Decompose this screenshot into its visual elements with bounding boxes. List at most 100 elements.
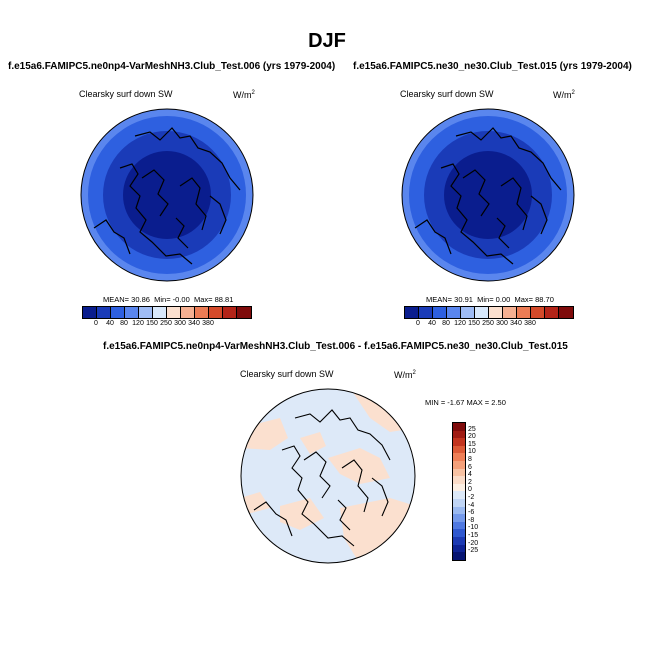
panel-3-colorbar-swatch [453, 514, 465, 522]
panel-1-stats: MEAN= 30.86 Min= -0.00 Max= 88.81 [103, 295, 234, 304]
panel-2-colorbar-swatch [545, 307, 559, 318]
panel-2-colorbar-swatch [433, 307, 447, 318]
panel-1-title: f.e15a6.FAMIPC5.ne0np4-VarMeshNH3.Club_T… [8, 61, 336, 72]
panel-1-colorbar-swatch [237, 307, 251, 318]
panel-1-colorbar: 0 40 80 120 150 250 300 340 380 [82, 306, 252, 329]
panel-3-colorbar-swatch [453, 445, 465, 454]
panel-1-colorbar-swatch [83, 307, 97, 318]
panel-1-colorbar-swatch [111, 307, 125, 318]
panel-1-polar-map [80, 108, 254, 282]
panel-1-mean-value: 30.86 [131, 295, 150, 304]
panel-1-colorbar-swatch [195, 307, 209, 318]
panel-3-colorbar-swatch [453, 536, 465, 545]
panel-3-polar-map [240, 388, 416, 564]
panel-3-colorbar-tick-label: -25 [468, 547, 479, 555]
panel-2-colorbar-swatch [503, 307, 517, 318]
panel-3-colorbar-tick-label: 15 [468, 440, 476, 448]
panel-2-colorbar-tick-label: 300 [496, 320, 508, 327]
panel-3-colorbar-swatch [453, 552, 465, 560]
panel-1-colorbar-swatch [209, 307, 223, 318]
panel-2-colorbar-swatch [531, 307, 545, 318]
panel-3-colorbar-swatch [453, 460, 465, 469]
panel-3-colorbar-tick-label: 25 [468, 425, 476, 433]
panel-1-colorbar-tick-label: 340 [188, 320, 200, 327]
panel-3-colorbar-swatch [453, 506, 465, 515]
panel-1-colorbar-swatch [125, 307, 139, 318]
panel-3-variable-label: Clearsky surf down SW [240, 369, 334, 379]
panel-1-colorbar-tick-label: 150 [146, 320, 158, 327]
panel-3-colorbar-swatch [453, 498, 465, 507]
panel-2-colorbar-swatch [447, 307, 461, 318]
panel-1-colorbar-tick-label: 380 [202, 320, 214, 327]
panel-3-colorbar-tick-label: -6 [468, 509, 475, 517]
panel-2-colorbar-swatch [461, 307, 475, 318]
panel-2-colorbar-tick-label: 250 [482, 320, 494, 327]
panel-1-colorbar-swatch [167, 307, 181, 318]
panel-2-colorbar-swatch [475, 307, 489, 318]
panel-3-colorbar-swatch [453, 468, 465, 477]
panel-2-colorbar-swatch [489, 307, 503, 318]
panel-2-colorbar-tick-label: 0 [416, 320, 420, 327]
panel-1-colorbar-tick-label: 300 [174, 320, 186, 327]
panel-3-colorbar-tick-label: 4 [468, 471, 472, 479]
panel-1-colorbar-tick-label: 250 [160, 320, 172, 327]
panel-3-colorbar-swatch [453, 544, 465, 553]
panel-3-colorbar-swatch [453, 529, 465, 537]
panel-3-colorbar-swatch [453, 491, 465, 499]
figure-title: DJF [308, 30, 346, 52]
panel-1-variable-label: Clearsky surf down SW [79, 89, 173, 99]
panel-2-variable-label: Clearsky surf down SW [400, 89, 494, 99]
panel-1-max-value: 88.81 [214, 295, 234, 304]
panel-3-colorbar-tick-label: 8 [468, 456, 472, 463]
panel-3-map-border [240, 388, 416, 564]
panel-3-colorbar-tick-label: 6 [468, 463, 472, 471]
panel-3-colorbar-tick-label: -10 [468, 524, 479, 532]
panel-2-units: W/m2 [553, 90, 575, 100]
panel-2-coastlines [414, 127, 562, 265]
panel-2-map-border [401, 108, 575, 282]
panel-2-colorbar-swatch [419, 307, 433, 318]
panel-2-mean-value: 30.91 [454, 295, 473, 304]
panel-2-max-value: 88.70 [535, 295, 554, 304]
panel-3-stats: MIN = -1.67 MAX = 2.50 [425, 398, 506, 407]
panel-3-colorbar-tick-label: -8 [468, 516, 475, 524]
panel-2-colorbar-swatch [559, 307, 573, 318]
panel-1-min-value: -0.00 [172, 295, 190, 304]
panel-1-colorbar-tick-label: 0 [94, 320, 98, 327]
panel-2-colorbar-tick-label: 40 [428, 320, 436, 327]
panel-3-colorbar-tick-label: -4 [468, 501, 475, 509]
panel-3-colorbar-tick-label: 2 [468, 478, 472, 486]
panel-3-units: W/m2 [394, 370, 416, 380]
panel-1-ring-pole [123, 151, 211, 239]
panel-1-units: W/m2 [233, 90, 255, 100]
panel-1-colorbar-swatch [153, 307, 167, 318]
panel-3-title: f.e15a6.FAMIPC5.ne0np4-VarMeshNH3.Club_T… [103, 341, 568, 352]
panel-3-colorbar-tick-label: -20 [468, 539, 479, 547]
panel-1-colorbar-tick-label: 40 [106, 320, 114, 327]
panel-2-min-value: 0.00 [495, 295, 511, 304]
panel-2-stats: MEAN= 30.91 Min= 0.00 Max= 88.70 [426, 295, 554, 304]
panel-3-colorbar-swatch [453, 430, 465, 439]
panel-1-colorbar-tick-label: 120 [132, 320, 144, 327]
panel-3-colorbar-swatch [453, 453, 465, 461]
panel-1-colorbar-tick-label: 80 [120, 320, 128, 327]
panel-1-colorbar-swatch [139, 307, 153, 318]
panel-3-colorbar-swatch [453, 438, 465, 446]
panel-1-colorbar-swatch [97, 307, 111, 318]
panel-3-colorbar-tick-label: -15 [468, 532, 479, 539]
panel-1-map-border [80, 108, 254, 282]
panel-3-colorbar-tick-label: 20 [468, 433, 476, 441]
panel-3-colorbar-tick-label: 0 [468, 486, 472, 494]
panel-1-coastlines [93, 127, 241, 265]
panel-2-colorbar: 0 40 80 120 150 250 300 340 380 [404, 306, 574, 329]
panel-1-colorbar-swatch [181, 307, 195, 318]
panel-3-colorbar-tick-label: 10 [468, 448, 476, 456]
panel-2-polar-map [401, 108, 575, 282]
panel-2-ring-pole [444, 151, 532, 239]
panel-3-colorbar-swatch [453, 521, 465, 530]
panel-2-colorbar-tick-label: 380 [524, 320, 536, 327]
panel-3-colorbar-swatch [453, 423, 465, 431]
panel-2-colorbar-tick-label: 150 [468, 320, 480, 327]
panel-3-coastlines [253, 409, 391, 547]
panel-2-colorbar-tick-label: 120 [454, 320, 466, 327]
